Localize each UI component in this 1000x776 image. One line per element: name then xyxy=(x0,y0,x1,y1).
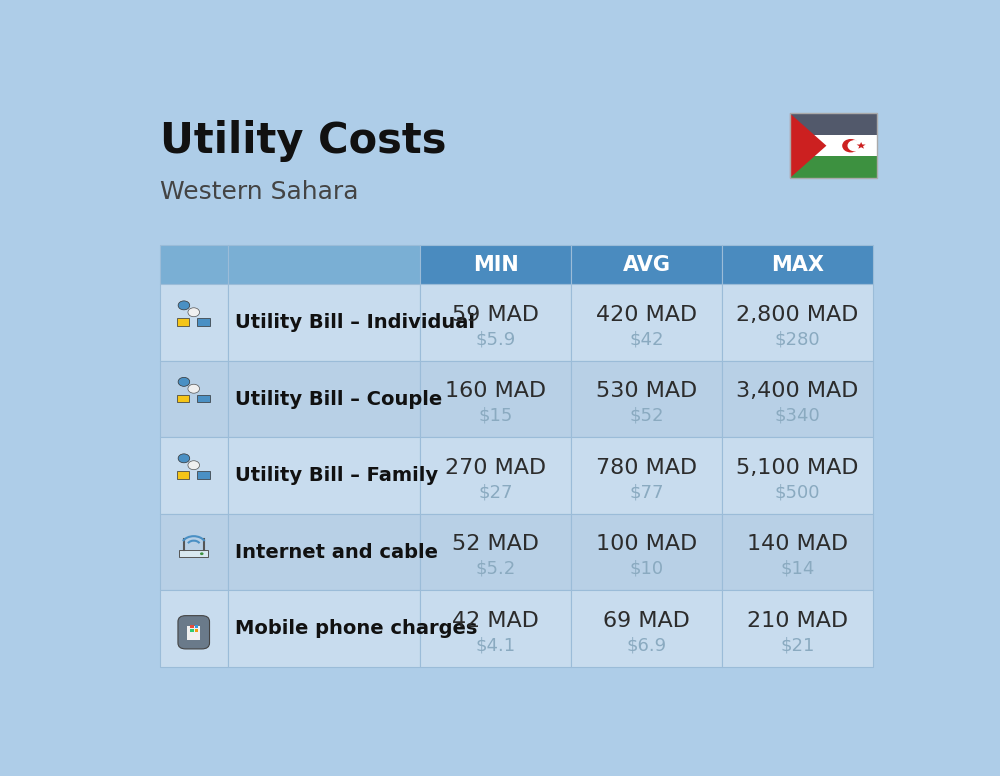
Text: Mobile phone charges: Mobile phone charges xyxy=(235,619,478,638)
Circle shape xyxy=(188,308,200,317)
Bar xyxy=(228,514,420,591)
Bar xyxy=(177,471,189,479)
Text: Western Sahara: Western Sahara xyxy=(160,180,358,204)
Polygon shape xyxy=(790,113,826,178)
Bar xyxy=(195,629,198,632)
Bar xyxy=(790,157,877,178)
Text: 270 MAD: 270 MAD xyxy=(445,458,546,478)
Text: AVG: AVG xyxy=(622,255,670,275)
Text: $280: $280 xyxy=(775,331,820,348)
Bar xyxy=(179,549,208,557)
Bar xyxy=(722,245,873,284)
Text: 42 MAD: 42 MAD xyxy=(452,611,539,631)
Bar xyxy=(197,471,210,479)
Bar xyxy=(190,625,194,628)
Text: $27: $27 xyxy=(478,483,513,501)
Text: $52: $52 xyxy=(629,407,664,425)
Bar xyxy=(160,361,228,438)
Circle shape xyxy=(178,301,190,310)
Circle shape xyxy=(848,140,861,151)
Polygon shape xyxy=(857,142,866,149)
Bar xyxy=(571,361,722,438)
Bar xyxy=(571,284,722,361)
Text: 530 MAD: 530 MAD xyxy=(596,381,697,401)
Bar xyxy=(420,284,571,361)
Circle shape xyxy=(178,377,190,386)
Bar xyxy=(571,438,722,514)
Bar xyxy=(187,626,200,640)
Text: $4.1: $4.1 xyxy=(476,636,516,654)
Bar xyxy=(571,591,722,667)
Circle shape xyxy=(200,553,204,555)
Bar xyxy=(420,591,571,667)
Bar xyxy=(160,245,228,284)
Circle shape xyxy=(188,461,200,469)
Text: Utility Bill – Individual: Utility Bill – Individual xyxy=(235,313,475,332)
Text: $500: $500 xyxy=(775,483,820,501)
Bar xyxy=(160,438,228,514)
Text: 59 MAD: 59 MAD xyxy=(452,305,539,325)
Text: 140 MAD: 140 MAD xyxy=(747,535,848,554)
Bar xyxy=(228,284,420,361)
Text: $340: $340 xyxy=(775,407,820,425)
Bar xyxy=(722,361,873,438)
Circle shape xyxy=(178,454,190,462)
Text: $21: $21 xyxy=(780,636,815,654)
Text: 69 MAD: 69 MAD xyxy=(603,611,690,631)
Text: $6.9: $6.9 xyxy=(626,636,667,654)
Bar xyxy=(228,361,420,438)
Bar xyxy=(160,591,228,667)
Text: Utility Bill – Family: Utility Bill – Family xyxy=(235,466,438,485)
Text: 210 MAD: 210 MAD xyxy=(747,611,848,631)
Bar xyxy=(160,284,228,361)
Text: 780 MAD: 780 MAD xyxy=(596,458,697,478)
Bar xyxy=(571,245,722,284)
Bar xyxy=(197,395,210,403)
Text: $14: $14 xyxy=(780,559,815,578)
Text: 52 MAD: 52 MAD xyxy=(452,535,539,554)
Bar xyxy=(420,361,571,438)
Circle shape xyxy=(843,140,859,152)
Text: Utility Costs: Utility Costs xyxy=(160,120,446,162)
Bar xyxy=(190,629,194,632)
Bar xyxy=(420,514,571,591)
Text: 3,400 MAD: 3,400 MAD xyxy=(736,381,859,401)
Text: 5,100 MAD: 5,100 MAD xyxy=(736,458,859,478)
Text: Utility Bill – Couple: Utility Bill – Couple xyxy=(235,390,443,408)
Bar xyxy=(177,395,189,403)
Bar xyxy=(790,135,877,157)
Bar xyxy=(722,514,873,591)
Text: $10: $10 xyxy=(629,559,664,578)
Text: MIN: MIN xyxy=(473,255,518,275)
Bar xyxy=(722,438,873,514)
Bar xyxy=(195,625,198,628)
Bar xyxy=(160,514,228,591)
Bar xyxy=(722,284,873,361)
Text: 160 MAD: 160 MAD xyxy=(445,381,546,401)
Text: Internet and cable: Internet and cable xyxy=(235,542,438,562)
Bar xyxy=(197,318,210,326)
Bar xyxy=(790,113,877,135)
Text: 100 MAD: 100 MAD xyxy=(596,535,697,554)
FancyBboxPatch shape xyxy=(178,615,210,649)
Bar xyxy=(420,438,571,514)
Text: $15: $15 xyxy=(478,407,513,425)
Bar xyxy=(228,245,420,284)
Bar xyxy=(790,113,877,178)
Text: $5.9: $5.9 xyxy=(475,331,516,348)
Text: $42: $42 xyxy=(629,331,664,348)
Text: MAX: MAX xyxy=(771,255,824,275)
Bar xyxy=(228,591,420,667)
Bar xyxy=(177,318,189,326)
Bar xyxy=(420,245,571,284)
Circle shape xyxy=(188,384,200,393)
Text: 420 MAD: 420 MAD xyxy=(596,305,697,325)
Text: 2,800 MAD: 2,800 MAD xyxy=(736,305,859,325)
Text: $77: $77 xyxy=(629,483,664,501)
Bar xyxy=(228,438,420,514)
Bar xyxy=(722,591,873,667)
Bar xyxy=(571,514,722,591)
Text: $5.2: $5.2 xyxy=(475,559,516,578)
